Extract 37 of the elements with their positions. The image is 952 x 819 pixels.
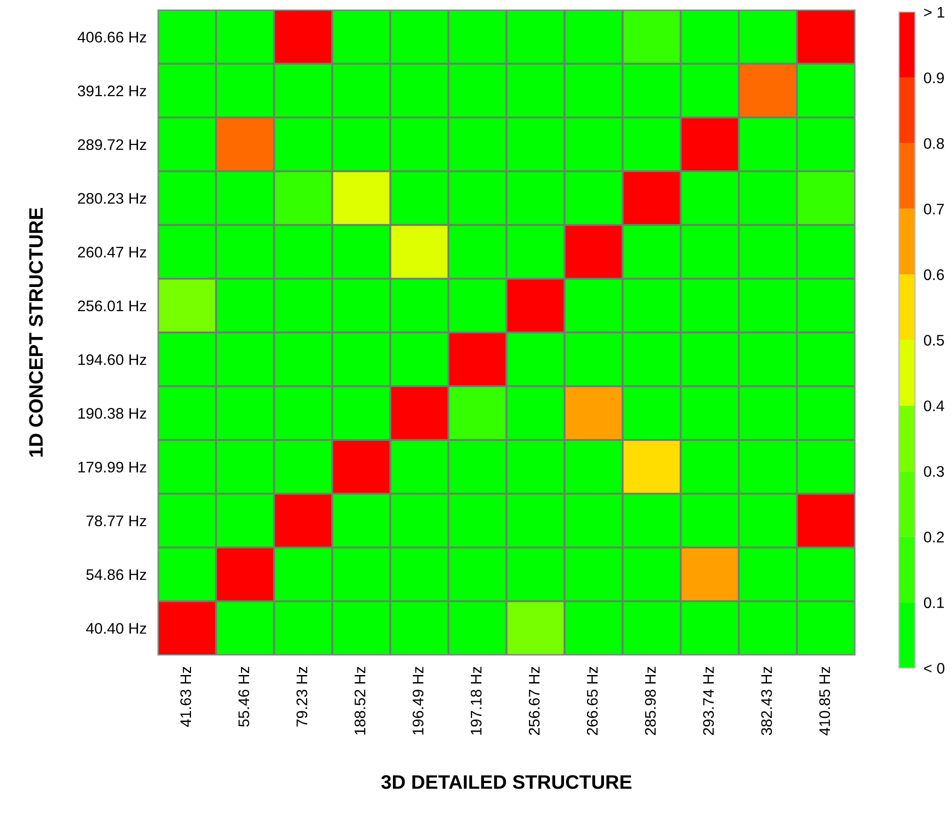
color-bar-label: > 1 [924, 7, 944, 18]
x-tick-label: 55.46 Hz [238, 666, 250, 727]
x-tick-label: 410.85 Hz [819, 666, 830, 736]
x-tick-label: 188.52 Hz [354, 666, 366, 735]
color-bar-label: 0.5 [924, 334, 944, 346]
y-tick-label: 391.22 Hz [78, 85, 146, 96]
color-bar-label: 0.6 [924, 269, 944, 280]
color-bar-label: 0.3 [924, 466, 944, 477]
color-bar-label: 0.2 [924, 532, 944, 542]
x-tick-label: 196.49 Hz [412, 666, 424, 735]
x-tick-label: 293.74 Hz [703, 666, 714, 735]
y-tick-label: 40.40 Hz [86, 622, 146, 634]
y-tick-label: 54.86 Hz [86, 569, 146, 580]
x-tick-label: 256.67 Hz [528, 666, 540, 735]
y-tick-label: 280.23 Hz [78, 192, 146, 204]
x-tick-label: 266.65 Hz [586, 666, 598, 735]
x-tick-label: 382.43 Hz [761, 666, 772, 736]
y-tick-label: 194.60 Hz [78, 354, 146, 366]
color-bar-label: 0.9 [924, 72, 944, 84]
color-bar-label: 0.4 [924, 400, 944, 412]
x-tick-label: 285.98 Hz [644, 666, 656, 735]
x-tick-label: 79.23 Hz [296, 666, 308, 726]
color-bar-label: 0.8 [924, 138, 944, 149]
y-tick-label: 190.38 Hz [78, 408, 146, 419]
y-tick-label: 256.01 Hz [78, 300, 146, 312]
color-bar-label: 0.1 [924, 597, 944, 608]
y-tick-label: 179.99 Hz [78, 462, 146, 473]
y-tick-label: 289.72 Hz [78, 139, 146, 150]
y-tick-label: 260.47 Hz [78, 246, 146, 258]
y-tick-label: 406.66 Hz [78, 32, 146, 43]
color-bar-label: 0.7 [924, 204, 944, 214]
x-tick-label: 197.18 Hz [470, 666, 482, 735]
y-axis-title: 1D CONCEPT STRUCTURE [29, 208, 43, 457]
y-tick-label: 78.77 Hz [86, 515, 146, 526]
color-bar-label: < 0 [924, 662, 944, 674]
x-tick-label: 41.63 Hz [180, 666, 192, 727]
x-axis-title: 3D DETAILED STRUCTURE [381, 775, 632, 789]
